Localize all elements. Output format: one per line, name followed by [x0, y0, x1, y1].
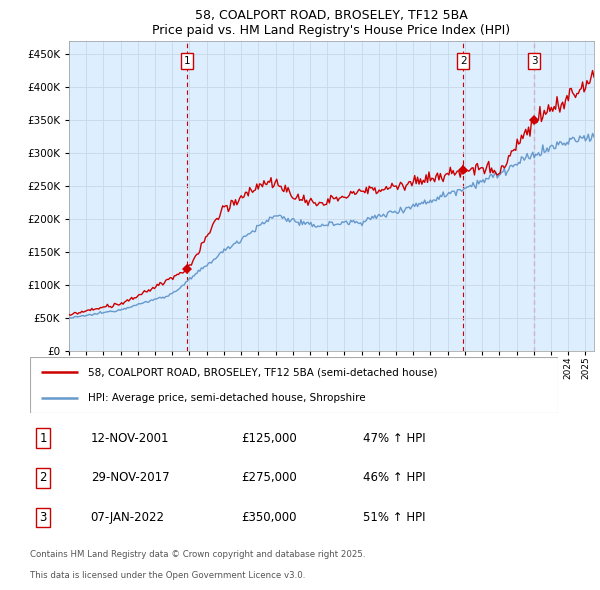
- Title: 58, COALPORT ROAD, BROSELEY, TF12 5BA
Price paid vs. HM Land Registry's House Pr: 58, COALPORT ROAD, BROSELEY, TF12 5BA Pr…: [152, 9, 511, 37]
- FancyBboxPatch shape: [30, 357, 558, 413]
- Text: 58, COALPORT ROAD, BROSELEY, TF12 5BA (semi-detached house): 58, COALPORT ROAD, BROSELEY, TF12 5BA (s…: [88, 367, 437, 377]
- Text: 1: 1: [184, 56, 191, 66]
- Text: 07-JAN-2022: 07-JAN-2022: [91, 511, 165, 524]
- Text: 3: 3: [40, 511, 47, 524]
- Text: 2: 2: [40, 471, 47, 484]
- Text: 47% ↑ HPI: 47% ↑ HPI: [362, 432, 425, 445]
- Text: 1: 1: [40, 432, 47, 445]
- Text: 2: 2: [460, 56, 467, 66]
- Text: £350,000: £350,000: [241, 511, 297, 524]
- Text: HPI: Average price, semi-detached house, Shropshire: HPI: Average price, semi-detached house,…: [88, 393, 366, 403]
- Text: £125,000: £125,000: [241, 432, 297, 445]
- Text: 3: 3: [531, 56, 538, 66]
- Text: Contains HM Land Registry data © Crown copyright and database right 2025.: Contains HM Land Registry data © Crown c…: [30, 550, 365, 559]
- Text: 29-NOV-2017: 29-NOV-2017: [91, 471, 169, 484]
- Text: This data is licensed under the Open Government Licence v3.0.: This data is licensed under the Open Gov…: [30, 571, 305, 580]
- Text: 46% ↑ HPI: 46% ↑ HPI: [362, 471, 425, 484]
- Text: £275,000: £275,000: [241, 471, 297, 484]
- Text: 51% ↑ HPI: 51% ↑ HPI: [362, 511, 425, 524]
- Text: 12-NOV-2001: 12-NOV-2001: [91, 432, 169, 445]
